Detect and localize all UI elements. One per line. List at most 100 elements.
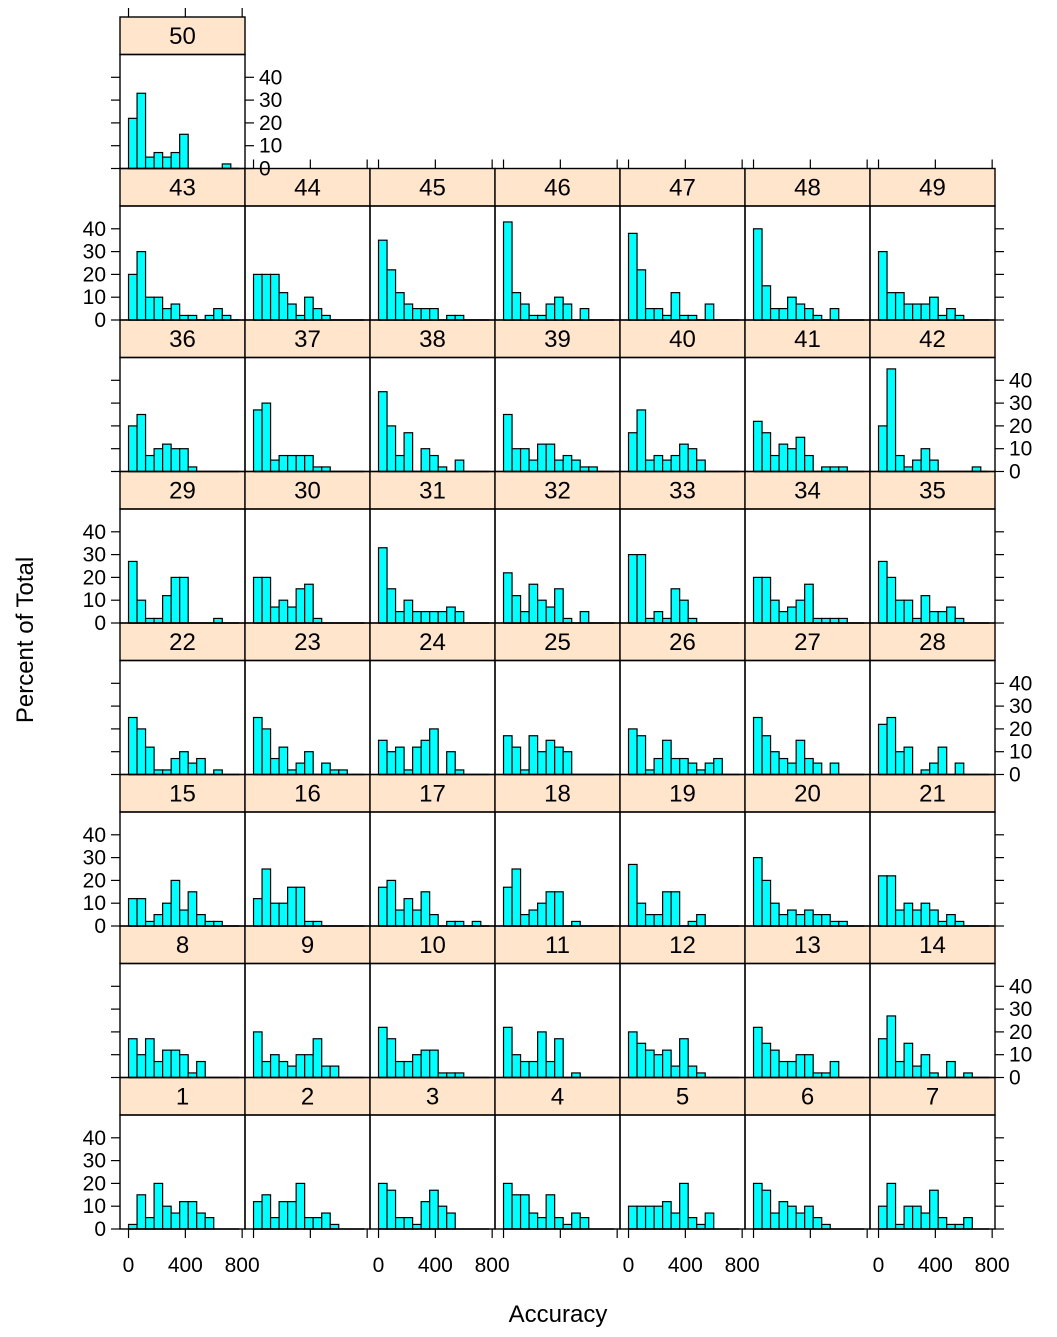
bar xyxy=(519,1194,530,1230)
bar xyxy=(670,588,681,624)
strip-label: 21 xyxy=(919,781,946,808)
bar xyxy=(420,739,431,776)
panel-2: 2 xyxy=(244,1076,371,1230)
panel-frame xyxy=(869,962,996,1079)
bar xyxy=(304,583,314,624)
strip xyxy=(369,470,496,510)
bar xyxy=(261,402,272,473)
bar xyxy=(554,459,564,473)
strip-label: 4 xyxy=(551,1084,564,1111)
x-axis-col-1 xyxy=(252,159,368,1238)
bar xyxy=(454,610,465,624)
strip xyxy=(244,925,371,965)
bar xyxy=(287,1201,297,1230)
x-axis-col-2: 0 400 800 xyxy=(373,159,510,1277)
bar xyxy=(261,1194,272,1230)
bar xyxy=(519,1060,530,1079)
bar xyxy=(454,459,465,473)
bar xyxy=(886,576,897,624)
bar xyxy=(894,909,905,927)
y-tick-label: 0 xyxy=(94,1218,106,1241)
y-tick-label: 40 xyxy=(83,218,106,241)
bar xyxy=(653,610,664,624)
bar xyxy=(261,576,272,624)
x-tick-label: 800 xyxy=(475,1254,510,1277)
bar xyxy=(627,728,638,776)
bar xyxy=(653,454,664,473)
y-tick-label: 40 xyxy=(83,1127,106,1150)
bar xyxy=(252,716,263,776)
bar xyxy=(502,413,513,473)
strip-label: 14 xyxy=(919,932,946,959)
strip-label: 9 xyxy=(301,932,314,959)
bar xyxy=(136,1054,147,1079)
strip-label: 49 xyxy=(919,175,946,202)
bar xyxy=(554,1038,564,1079)
bar xyxy=(278,902,289,927)
strip-label: 10 xyxy=(419,932,446,959)
bar xyxy=(386,425,397,473)
panel-15: 15 xyxy=(119,773,246,927)
bar xyxy=(704,762,715,776)
bar xyxy=(537,599,547,624)
strip xyxy=(869,167,996,207)
bar xyxy=(670,1065,681,1079)
panel-7: 7 xyxy=(869,1076,996,1230)
y-tick-label: 20 xyxy=(1009,718,1032,741)
bar xyxy=(394,610,405,624)
strip-label: 15 xyxy=(169,781,196,808)
panel-22: 22 xyxy=(119,622,246,776)
bar xyxy=(670,454,681,473)
panel-40: 40 xyxy=(619,319,746,473)
bar xyxy=(903,1042,914,1079)
bar xyxy=(144,746,155,776)
strip xyxy=(119,1076,246,1116)
bar xyxy=(269,1054,280,1079)
panel-6: 6 xyxy=(744,1076,871,1230)
bar xyxy=(787,1205,797,1230)
strip-label: 50 xyxy=(169,23,196,50)
bar xyxy=(170,151,181,170)
bar xyxy=(752,856,763,927)
y-tick-label: 20 xyxy=(1009,415,1032,438)
bar xyxy=(170,1212,181,1230)
bar xyxy=(752,228,763,321)
strip-label: 3 xyxy=(426,1084,439,1111)
bar xyxy=(761,285,772,321)
bar xyxy=(295,588,306,624)
bar xyxy=(196,1060,206,1079)
bar xyxy=(894,292,905,321)
bar xyxy=(644,1049,655,1079)
bar xyxy=(912,1205,922,1230)
bar xyxy=(386,269,397,321)
bar xyxy=(903,746,914,776)
bar xyxy=(377,739,388,776)
bar xyxy=(127,273,138,321)
bar xyxy=(545,1194,556,1230)
bar xyxy=(752,1182,763,1230)
bar xyxy=(287,1065,297,1079)
panel-21: 21 xyxy=(869,773,996,927)
panel-frame xyxy=(869,205,996,321)
panel-1: 1 xyxy=(119,1076,246,1230)
x-tick-label: 800 xyxy=(225,1254,260,1277)
bar xyxy=(412,746,422,776)
bar xyxy=(627,863,638,927)
bar xyxy=(761,576,772,624)
bar xyxy=(511,1054,522,1079)
bar xyxy=(511,595,522,624)
bar xyxy=(787,296,797,321)
bar xyxy=(795,739,806,776)
bar xyxy=(502,1026,513,1079)
strip xyxy=(119,925,246,965)
panel-8: 8 xyxy=(119,925,246,1079)
x-tick-label: 400 xyxy=(168,1254,203,1277)
bar xyxy=(946,308,956,321)
strip-label: 37 xyxy=(294,326,321,353)
bar xyxy=(571,459,581,473)
bar xyxy=(662,1049,672,1079)
bar xyxy=(519,610,530,624)
y-tick-label: 10 xyxy=(83,589,106,612)
bar xyxy=(562,454,573,473)
